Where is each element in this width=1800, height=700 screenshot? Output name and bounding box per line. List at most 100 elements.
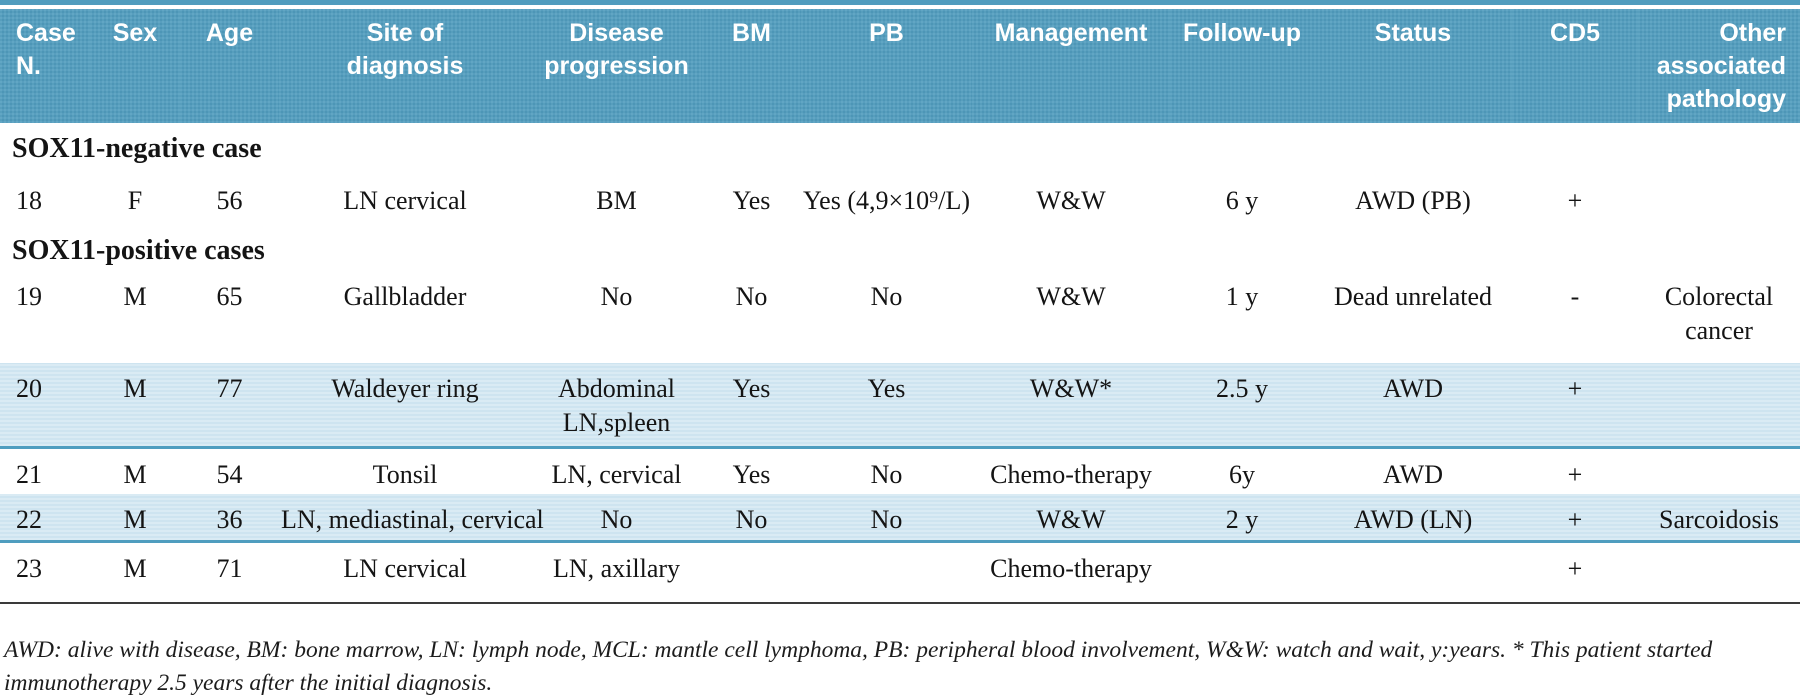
column-header-management: Management (972, 9, 1170, 123)
cell-sex: F (127, 186, 143, 215)
column-header-pb: PB (801, 9, 972, 123)
cell-case-n: 23 (16, 554, 42, 583)
cell-site: Tonsil (372, 459, 438, 489)
column-header-cd5: CD5 (1512, 9, 1638, 123)
cell-progression: LN, axillary (552, 554, 681, 583)
section-label: SOX11-positive cases (12, 235, 265, 266)
column-header-sex: Sex (90, 9, 180, 123)
case-row-21: 21 M 54 Tonsil LN, cervical Yes No Chemo-therap… (0, 447, 1800, 494)
cell-case-n: 22 (0, 493, 90, 543)
cell-other (1638, 175, 1800, 225)
cell-bm: Yes (702, 363, 801, 449)
top-accent-strip (0, 0, 1800, 5)
cell-pb: No (801, 493, 972, 543)
section-row: SOX11-negative case (0, 123, 1800, 175)
cell-management: W&W* (972, 363, 1170, 449)
cell-cd5: + (1567, 554, 1583, 583)
column-header-other: Other associated pathology (1638, 9, 1800, 123)
column-header-age: Age (180, 9, 279, 123)
cell-status: AWD (PB) (1355, 186, 1471, 215)
cell-management: Chemo-therapy (990, 459, 1152, 489)
cell-pb: No (870, 459, 903, 489)
table-header: Case N. Sex Age Site of diagnosis Disease progr… (0, 9, 1800, 123)
cell-pb: Yes (4,9×10⁹/L) (803, 186, 970, 215)
cell-sex: M (123, 459, 147, 489)
cell-progression: BM (596, 186, 637, 215)
cell-site: LN cervical (343, 554, 467, 583)
cell-management: Chemo-therapy (990, 554, 1152, 583)
case-row-22: 22 M 36 LN, mediastinal, cervical No No No W&W 2… (0, 493, 1800, 543)
cell-follow-up (1170, 542, 1314, 602)
cell-progression: No (531, 493, 702, 543)
cell-cd5: + (1512, 493, 1638, 543)
cell-sex: M (123, 282, 147, 311)
case-row-19: 19 M 65 Gallbladder No No No W&W 1 y Dead unrelat… (0, 271, 1800, 363)
cell-age: 54 (216, 459, 243, 489)
cell-cd5: + (1567, 186, 1583, 215)
cell-bm: Yes (732, 186, 771, 215)
cell-pb: No (870, 282, 903, 311)
cell-age: 65 (216, 282, 243, 311)
cell-status (1314, 542, 1512, 602)
case-row-23: 23 M 71 LN cervical LN, axillary Chemo-therap… (0, 542, 1800, 602)
case-row-20: 20 M 77 Waldeyer ring Abdominal LN,spleen Yes Y… (0, 363, 1800, 449)
cell-progression: Abdominal LN,spleen (531, 363, 702, 449)
cell-site: Gallbladder (343, 282, 467, 311)
cell-age: 77 (180, 363, 279, 449)
cell-cd5: - (1570, 282, 1580, 311)
footnote-divider (0, 601, 1800, 604)
cell-pb (801, 542, 972, 602)
section-row: SOX11-positive cases (0, 225, 1800, 271)
cell-status: Dead unrelated (1333, 282, 1493, 311)
cell-status: AWD (1314, 363, 1512, 449)
section-label: SOX11-negative case (12, 133, 262, 164)
column-header-bm: BM (702, 9, 801, 123)
cell-case-n: 21 (16, 459, 42, 489)
cell-case-n: 19 (16, 282, 42, 311)
cell-other (1638, 363, 1800, 449)
cell-site: LN cervical (343, 186, 467, 215)
cell-bm (702, 542, 801, 602)
column-header-follow-up: Follow-up (1170, 9, 1314, 123)
cell-site: LN, mediastinal, cervical (279, 493, 544, 543)
cell-pb: Yes (801, 363, 972, 449)
cell-other: Sarcoidosis (1638, 493, 1800, 543)
cell-management: W&W (972, 493, 1170, 543)
table-body: SOX11-negative case 18 F 56 LN cervical BM Yes… (0, 123, 1800, 602)
cell-follow-up: 1 y (1225, 282, 1259, 311)
cell-other: Colorectal cancer (1664, 282, 1774, 345)
cell-sex: M (123, 554, 147, 583)
cell-follow-up: 2.5 y (1170, 363, 1314, 449)
table-header-row: Case N. Sex Age Site of diagnosis Disease progr… (0, 9, 1800, 123)
case-row-18: 18 F 56 LN cervical BM Yes Yes (4,9×10⁹/L) W&W 6… (0, 175, 1800, 225)
column-header-site: Site of diagnosis (279, 9, 531, 123)
cell-status: AWD (LN) (1314, 493, 1512, 543)
cell-follow-up: 6 y (1225, 186, 1259, 215)
cell-cd5: + (1512, 363, 1638, 449)
cell-other (1638, 542, 1800, 602)
cell-bm: No (702, 493, 801, 543)
cell-age: 71 (216, 554, 243, 583)
cell-management: W&W (1036, 282, 1106, 311)
cell-follow-up: 2 y (1170, 493, 1314, 543)
column-header-progression: Disease progression (531, 9, 702, 123)
cell-other (1638, 447, 1800, 494)
cell-age: 36 (180, 493, 279, 543)
cell-site: Waldeyer ring (279, 363, 531, 449)
cell-bm: Yes (732, 459, 771, 489)
table-footnote: AWD: alive with disease, BM: bone marrow… (4, 637, 1713, 696)
cell-follow-up: 6y (1229, 459, 1255, 489)
column-header-status: Status (1314, 9, 1512, 123)
cell-case-n: 20 (0, 363, 90, 449)
cell-age: 56 (216, 186, 243, 215)
column-header-case-n: Case N. (0, 9, 90, 123)
cell-progression: LN, cervical (551, 459, 682, 489)
cell-cd5: + (1567, 459, 1583, 489)
case-table: Case N. Sex Age Site of diagnosis Disease progr… (0, 9, 1800, 602)
cell-management: W&W (1036, 186, 1106, 215)
cell-status: AWD (1382, 459, 1443, 489)
cell-sex: M (90, 363, 180, 449)
cell-progression: No (600, 282, 633, 311)
cell-bm: No (735, 282, 768, 311)
cell-sex: M (90, 493, 180, 543)
